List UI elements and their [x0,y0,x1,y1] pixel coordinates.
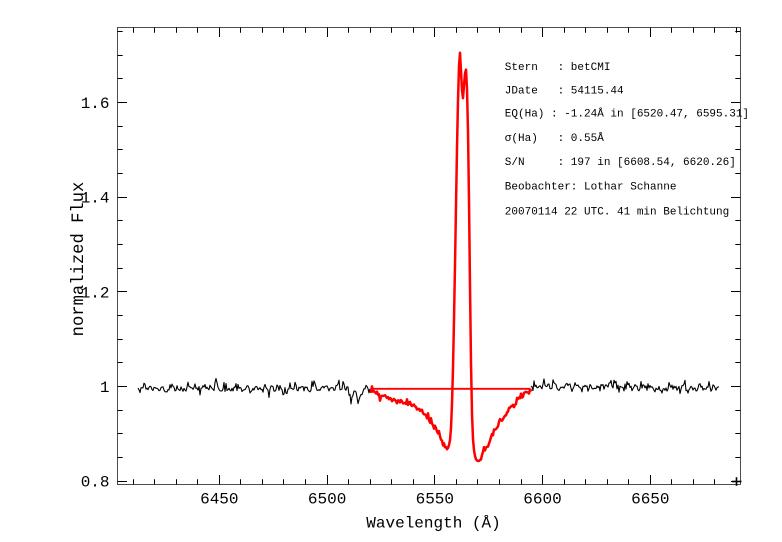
svg-text:1.6: 1.6 [81,95,110,113]
svg-text:6650: 6650 [631,491,669,509]
svg-text:normalized Flux: normalized Flux [70,182,89,337]
svg-text:1: 1 [100,379,110,397]
svg-text:σ(Ha) : 0.55Å: σ(Ha) : 0.55Å [505,132,604,145]
svg-text:6450: 6450 [200,491,238,509]
svg-text:6500: 6500 [308,491,346,509]
svg-text:Stern : betCMI: Stern : betCMI [505,62,611,74]
svg-text:6600: 6600 [523,491,561,509]
svg-text:20070114 22 UTC. 41 min Belich: 20070114 22 UTC. 41 min Belichtung [505,207,729,219]
svg-text:6550: 6550 [416,491,454,509]
svg-text:EQ(Ha) : -1.24Å in [6520.47, 6: EQ(Ha) : -1.24Å in [6520.47, 6595.31] [505,108,749,121]
svg-text:1.4: 1.4 [81,190,110,208]
svg-text:S/N : 197 in [6608.54, 662: S/N : 197 in [6608.54, 6620.26] [505,157,736,169]
svg-text:0.8: 0.8 [81,474,110,492]
svg-text:Beobachter: Lothar Schanne: Beobachter: Lothar Schanne [505,182,677,194]
svg-text:1.2: 1.2 [81,284,110,302]
svg-text:JDate : 54115.44: JDate : 54115.44 [505,85,624,97]
svg-text:Wavelength (Å): Wavelength (Å) [366,515,500,533]
